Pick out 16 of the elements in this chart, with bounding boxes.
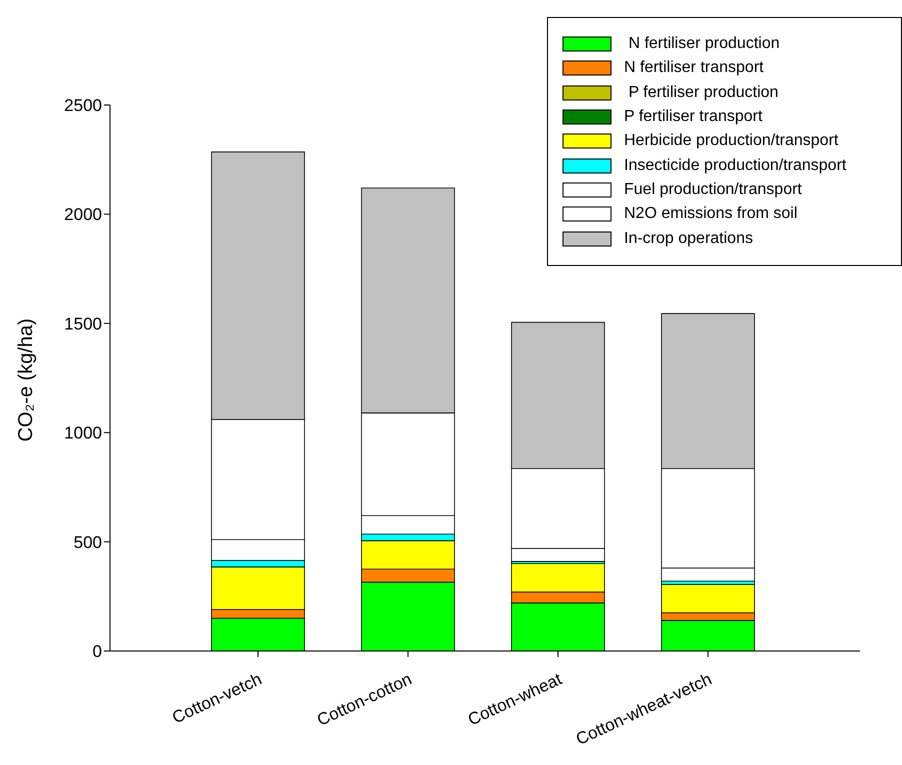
- legend-label: In-crop operations: [624, 230, 753, 248]
- legend-label: N fertiliser production: [627, 35, 780, 54]
- y-tick-label: 1000: [64, 424, 102, 443]
- y-axis-title: CO₂-e (kg/ha): [15, 318, 37, 442]
- y-tick-label: 1500: [64, 314, 102, 334]
- y-tick-label: 0: [92, 642, 102, 662]
- legend-label: N fertiliser transport: [624, 59, 764, 78]
- legend-label: P fertiliser transport: [624, 108, 762, 126]
- legend-label: Fuel production/transport: [624, 180, 802, 199]
- legend-label: Herbicide production/transport: [624, 132, 838, 150]
- legend-label: P fertiliser production: [627, 84, 778, 102]
- legend-label: N2O emissions from soil: [624, 205, 798, 224]
- legend-label: Insecticide production/transport: [624, 156, 846, 175]
- y-tick-label: 2500: [64, 96, 102, 116]
- y-tick-label: 2000: [64, 205, 102, 224]
- y-tick-label: 500: [74, 532, 102, 552]
